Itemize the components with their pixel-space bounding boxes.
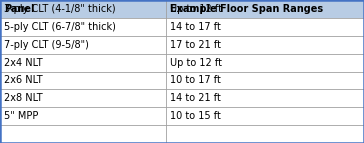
Text: 10 to 15 ft: 10 to 15 ft bbox=[170, 111, 221, 121]
Text: 2x8 NLT: 2x8 NLT bbox=[4, 93, 43, 103]
Bar bbox=[0, 18, 364, 143]
Text: Up to 12 ft: Up to 12 ft bbox=[170, 4, 222, 14]
Text: 3-ply CLT (4-1/8" thick): 3-ply CLT (4-1/8" thick) bbox=[4, 4, 116, 14]
Text: 10 to 17 ft: 10 to 17 ft bbox=[170, 76, 221, 85]
Text: 14 to 21 ft: 14 to 21 ft bbox=[170, 93, 221, 103]
Text: 7-ply CLT (9-5/8"): 7-ply CLT (9-5/8") bbox=[4, 40, 89, 50]
Text: 5" MPP: 5" MPP bbox=[4, 111, 39, 121]
Text: 2x4 NLT: 2x4 NLT bbox=[4, 58, 43, 67]
Text: Up to 12 ft: Up to 12 ft bbox=[170, 58, 222, 67]
Text: 5-ply CLT (6-7/8" thick): 5-ply CLT (6-7/8" thick) bbox=[4, 22, 116, 32]
Text: Example Floor Span Ranges: Example Floor Span Ranges bbox=[170, 4, 323, 14]
Text: 2x6 NLT: 2x6 NLT bbox=[4, 76, 43, 85]
Text: 14 to 17 ft: 14 to 17 ft bbox=[170, 22, 221, 32]
Bar bbox=[0, 0, 364, 18]
Text: 17 to 21 ft: 17 to 21 ft bbox=[170, 40, 221, 50]
Text: Panel: Panel bbox=[4, 4, 35, 14]
